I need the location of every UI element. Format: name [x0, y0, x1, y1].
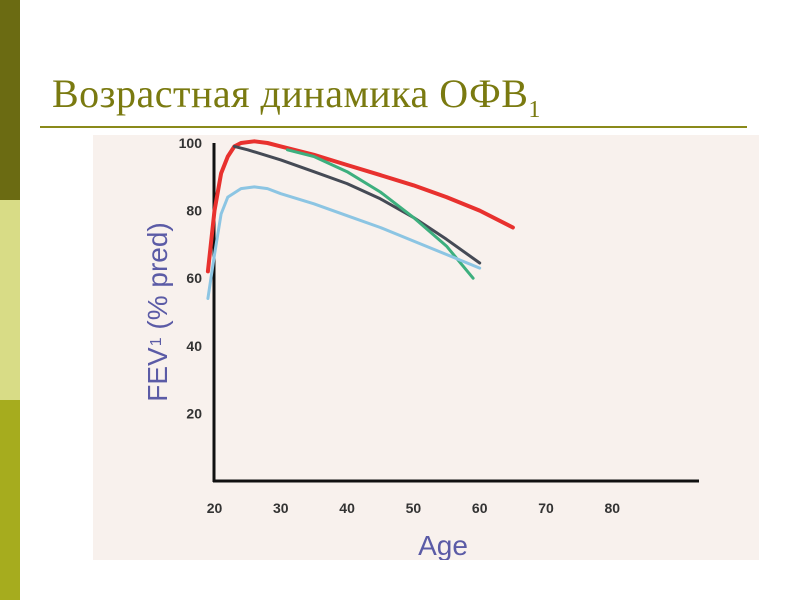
series-line-1	[205, 139, 515, 274]
x-tick-label: 70	[538, 500, 554, 516]
y-axis-label-main: FEV	[142, 347, 173, 402]
y-tick-label: 40	[186, 338, 202, 354]
series-line-2	[232, 144, 482, 265]
y-tick-label: 20	[186, 405, 202, 421]
decor-bar-bottom	[0, 400, 20, 600]
slide-title: Возрастная динамика ОФВ1	[52, 70, 541, 124]
x-tick-label: 40	[339, 500, 355, 516]
series-line-4	[206, 185, 482, 300]
slide-title-subscript: 1	[528, 97, 541, 123]
y-axis-label-rest: (% pred)	[142, 222, 173, 337]
decor-bar-top	[0, 0, 20, 200]
fev1-age-chart: 20 40 60 80 100 20 30 40 50 60 70 80 FEV1 (% pred)…	[142, 135, 699, 560]
x-axis-label: Age	[418, 530, 468, 560]
y-tick-labels: 20 40 60 80 100	[179, 135, 203, 421]
y-tick-label: 80	[186, 203, 202, 219]
slide-title-main: Возрастная динамика ОФВ	[52, 71, 529, 116]
y-axis-label: FEV1 (% pred)	[142, 222, 173, 402]
chart-series	[205, 139, 515, 300]
decor-bar-middle	[0, 200, 20, 400]
y-tick-label: 100	[179, 135, 203, 151]
y-axis-label-subscript: 1	[148, 337, 165, 346]
chart-panel: 20 40 60 80 100 20 30 40 50 60 70 80 FEV1 (% pred)…	[93, 135, 759, 560]
x-tick-label: 20	[207, 500, 223, 516]
series-line-3	[285, 148, 475, 280]
y-tick-label: 60	[186, 270, 202, 286]
title-underline	[40, 126, 747, 128]
x-tick-label: 80	[605, 500, 621, 516]
chart-axes	[212, 143, 699, 483]
x-tick-labels: 20 30 40 50 60 70 80	[207, 500, 621, 516]
x-tick-label: 50	[406, 500, 422, 516]
x-tick-label: 60	[472, 500, 488, 516]
x-tick-label: 30	[273, 500, 289, 516]
